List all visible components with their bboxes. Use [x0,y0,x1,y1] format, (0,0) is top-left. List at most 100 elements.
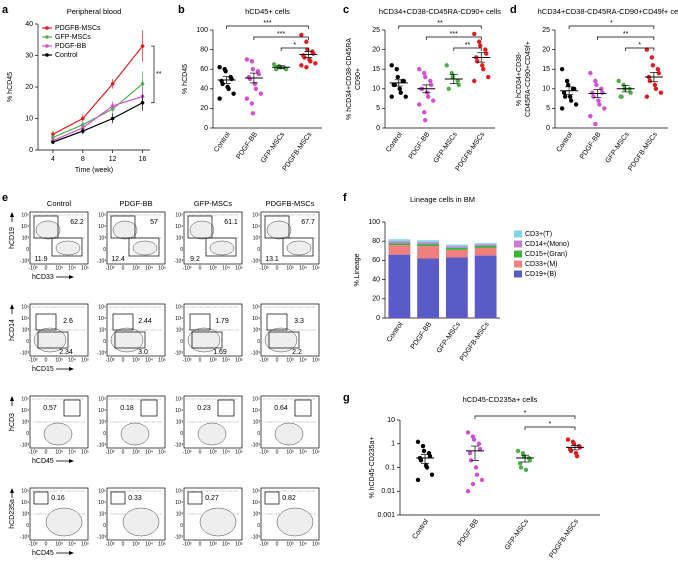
flow-y-tick: 10⁴ [252,500,260,506]
event-dot [222,490,224,492]
x-tick-label: 12 [109,156,117,163]
event-dot [54,398,56,400]
point [472,31,477,37]
flow-y-tick: 10⁵ [252,396,260,402]
gate-value: 1.69 [213,349,227,356]
event-dot [263,214,265,216]
point [304,39,309,44]
y-tick-label: 0 [376,125,380,132]
bar-segment [388,241,411,244]
event-dot [237,329,239,331]
event-dot [78,214,80,216]
gate-value: 9.2 [190,256,200,263]
point [140,100,145,105]
point [649,55,655,60]
flow-y-label: hCD235a [9,499,16,529]
event-dot [141,398,143,400]
flow-x-tick: -10³ [260,541,269,547]
event-dot [58,490,60,492]
event-dot [304,421,306,423]
event-dot [303,306,305,308]
event-dot [214,214,216,216]
event-dot [44,398,46,400]
gate-value: 1.79 [215,318,229,325]
event-dot [153,490,155,492]
event-dot [192,214,194,216]
event-dot [145,214,147,216]
flow-y-tick: -10³ [20,442,29,448]
event-dot [81,513,83,515]
event-dot [274,421,276,423]
event-dot [230,490,232,492]
event-dot [109,306,111,308]
event-dot [137,306,139,308]
event-dot [289,398,291,400]
bar-segment [417,240,440,243]
event-dot [127,490,129,492]
y-tick-label: 0 [376,315,380,322]
flow-y-tick: 10³ [253,511,261,517]
event-dot [226,490,228,492]
point [456,82,461,88]
point [256,71,262,77]
point [397,86,402,92]
event-dot [45,421,47,423]
event-dot [226,214,228,216]
event-dot [190,306,192,308]
event-dot [228,398,230,400]
x-tick-label: PDGF-BB [410,321,434,351]
event-dot [135,398,137,400]
event-dot [34,398,36,400]
event-dot [32,306,34,308]
point [417,102,422,107]
event-dot [153,398,155,400]
point [424,465,430,470]
event-dot [283,306,285,308]
event-dot [70,214,72,216]
bracket [453,47,482,51]
event-dot [301,306,303,308]
point [567,94,573,99]
flow-x-tick: 10⁵ [235,265,243,271]
flow-x-tick: -10³ [260,265,269,271]
x-tick-label: GFP-MSCs [436,321,463,355]
point [247,76,253,82]
legend-marker [45,26,49,30]
event-dot [309,490,311,492]
event-dot [67,421,69,423]
legend-label: CD14+(Mono) [525,241,569,248]
x-tick-label: PDGF-BB [579,131,603,161]
gate [266,313,288,331]
point [258,91,264,96]
event-dot [141,214,143,216]
event-dot [188,490,190,492]
point [477,39,482,44]
event-dot [136,421,138,423]
point [593,121,598,127]
flow-y-tick: 10⁴ [98,224,106,230]
event-dot [42,398,44,400]
event-dot [54,214,56,216]
flow-x-tick: -10³ [260,357,269,363]
point [449,70,454,76]
point [422,70,427,76]
event-dot [56,398,58,400]
event-dot [83,329,85,331]
flow-x-tick: 10⁵ [81,265,89,271]
event-dot [289,306,291,308]
event-dot [200,306,202,308]
event-dot [230,306,232,308]
event-dot [268,421,270,423]
flow-x-tick: 10⁵ [312,265,320,271]
flow-y-tick: -10³ [251,258,260,264]
flow-x-tick: -10³ [183,541,192,547]
point [602,106,607,111]
flow-y-tick: -10³ [97,258,106,264]
x-tick-label: 4 [51,156,55,163]
event-dot [123,398,125,400]
point [231,91,236,96]
flow-y-tick: -10³ [174,534,183,540]
y-tick-label: 80 [200,46,208,53]
gate [268,331,300,349]
event-dot [133,398,135,400]
